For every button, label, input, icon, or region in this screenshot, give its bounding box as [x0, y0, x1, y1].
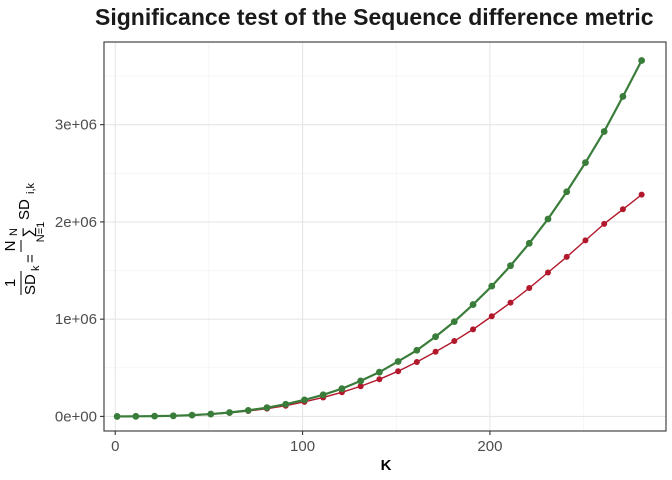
y-tick-label: 0e+00: [55, 408, 97, 425]
series-1-point: [451, 338, 458, 345]
series-2-point: [413, 346, 421, 354]
y-title-sum-bottom: N=1: [35, 222, 47, 243]
series-1-point: [582, 237, 589, 244]
series-2-point: [432, 333, 439, 341]
y-axis-title: 1 SD k = N N ∑ N=1 SD i,k: [2, 183, 47, 295]
series-1-point: [357, 383, 364, 390]
series-2-point: [319, 391, 327, 399]
series-1-point: [619, 206, 626, 213]
series-1-point: [376, 376, 383, 383]
y-title-equals: =: [22, 254, 39, 263]
series-2-point: [151, 412, 158, 420]
y-title-frac-den: N: [2, 241, 19, 252]
series-2-point: [188, 411, 196, 419]
series-1-point: [544, 269, 551, 276]
y-title-sum: ∑: [20, 227, 37, 238]
plot-panel: [104, 42, 666, 431]
series-1-point: [432, 348, 439, 355]
series-2-point: [207, 410, 215, 418]
y-title-sum-top: N: [8, 228, 20, 236]
series-2-point: [113, 413, 121, 420]
grid-minor: [104, 42, 666, 431]
series-2-point: [469, 301, 477, 308]
chart-title: Significance test of the Sequence differ…: [95, 4, 654, 30]
y-title-frac-num: 1: [2, 279, 19, 287]
y-title-rhs-sub: i,k: [25, 183, 37, 195]
series-2-point: [563, 188, 571, 196]
plot-border: [103, 41, 667, 432]
y-tick-label: 1e+06: [55, 311, 97, 328]
series-1-point: [413, 358, 420, 365]
series-layer: [113, 57, 646, 420]
series-2-point: [450, 318, 458, 325]
x-axis-title: K: [381, 457, 392, 474]
grid-major: [104, 42, 666, 431]
x-tick-label: 100: [290, 438, 315, 455]
series-2-point: [394, 358, 402, 365]
series-2-point: [282, 400, 290, 408]
series-2-point: [488, 282, 496, 290]
y-axis: 0e+00 1e+06 2e+06 3e+06: [55, 117, 104, 425]
series-2-point: [244, 406, 252, 414]
x-tick-label: 0: [111, 438, 119, 455]
y-title-lhs-sub: k: [30, 265, 42, 271]
y-tick-label: 2e+06: [55, 214, 97, 231]
series-1-point: [638, 191, 645, 198]
series-2-point: [619, 93, 627, 100]
series-2-point: [582, 159, 589, 166]
series-1-point: [488, 313, 495, 320]
series-2-point: [525, 239, 533, 247]
series-2-point: [507, 262, 514, 270]
series-2-point: [544, 215, 552, 223]
x-tick-label: 200: [477, 438, 502, 455]
series-2-point: [226, 409, 233, 416]
series-2-point: [132, 412, 140, 420]
series-2-point: [338, 385, 346, 393]
y-title-rhs: SD: [16, 199, 33, 220]
series-2-point: [357, 377, 365, 385]
series-2-point: [375, 368, 383, 376]
series-1-point: [395, 368, 402, 375]
x-axis: 0 100 200: [111, 431, 502, 455]
series-1-point: [526, 285, 533, 292]
series-1-point: [507, 299, 514, 306]
series-1-point: [470, 326, 477, 333]
series-1-point: [563, 253, 570, 260]
series-2-point: [263, 404, 271, 412]
series-1-point: [601, 220, 608, 227]
y-title-lhs: SD: [22, 274, 39, 295]
series-2-point: [600, 128, 608, 135]
series-2-point: [169, 412, 177, 420]
series-2-point: [301, 396, 308, 404]
y-tick-label: 3e+06: [55, 117, 97, 134]
series-2-point: [638, 57, 646, 64]
